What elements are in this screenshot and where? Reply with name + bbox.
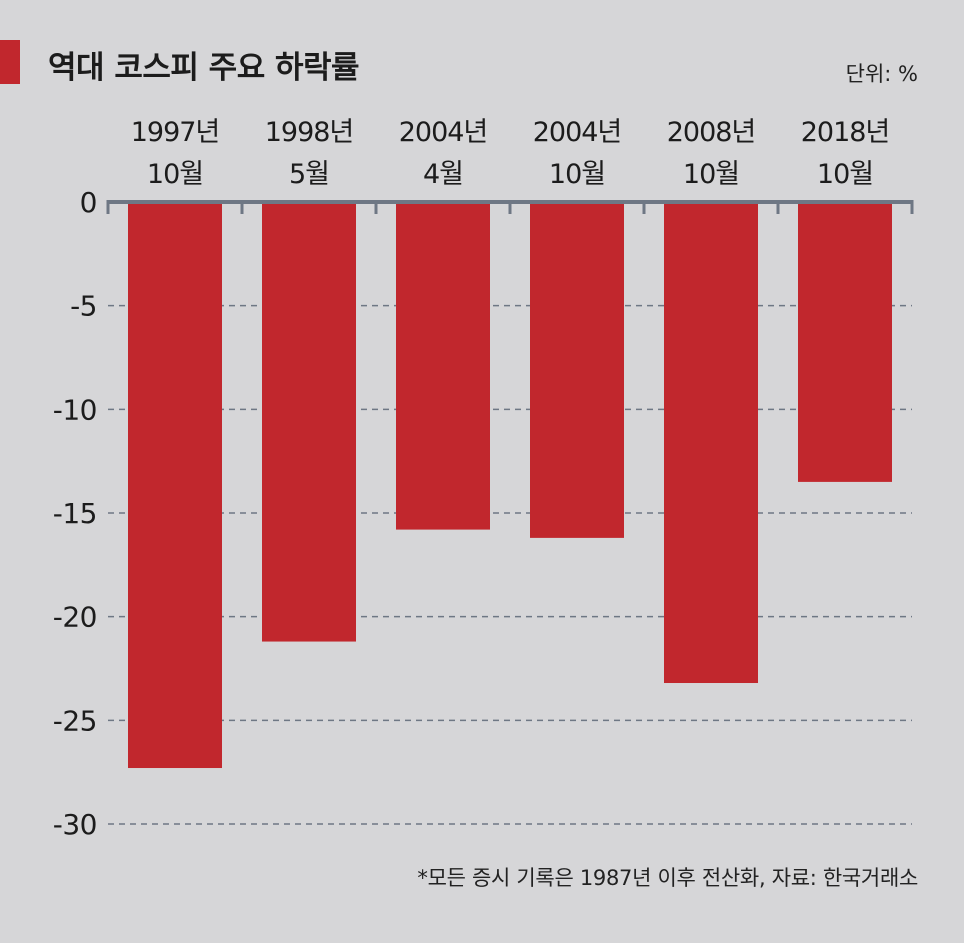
category-label: 2008년 bbox=[667, 117, 756, 148]
category-label: 10월 bbox=[683, 159, 739, 190]
bar bbox=[262, 202, 356, 642]
y-tick-label: -15 bbox=[53, 497, 97, 530]
y-tick-label: -5 bbox=[70, 290, 97, 323]
category-label: 1998년 bbox=[265, 117, 354, 148]
y-tick-label: -20 bbox=[53, 601, 97, 634]
y-tick-label: 0 bbox=[80, 186, 97, 219]
bar bbox=[530, 202, 624, 538]
category-label: 5월 bbox=[289, 159, 329, 190]
category-label: 10월 bbox=[549, 159, 605, 190]
y-tick-label: -10 bbox=[53, 393, 97, 426]
category-label: 4월 bbox=[423, 159, 463, 190]
category-label: 2004년 bbox=[533, 117, 622, 148]
bar bbox=[128, 202, 222, 769]
source-footnote: *모든 증시 기록은 1987년 이후 전산화, 자료: 한국거래소 bbox=[417, 866, 918, 890]
bar bbox=[664, 202, 758, 684]
category-label: 10월 bbox=[817, 159, 873, 190]
y-tick-label: -30 bbox=[53, 808, 97, 841]
category-label: 1997년 bbox=[131, 117, 220, 148]
bar bbox=[396, 202, 490, 530]
category-label: 2004년 bbox=[399, 117, 488, 148]
chart-title: 역대 코스피 주요 하락률 bbox=[48, 50, 360, 86]
category-label: 2018년 bbox=[801, 117, 890, 148]
bar bbox=[798, 202, 892, 482]
category-label: 10월 bbox=[147, 159, 203, 190]
title-accent-bar bbox=[0, 40, 20, 84]
y-tick-label: -25 bbox=[53, 704, 97, 737]
unit-label: 단위: % bbox=[845, 62, 918, 86]
